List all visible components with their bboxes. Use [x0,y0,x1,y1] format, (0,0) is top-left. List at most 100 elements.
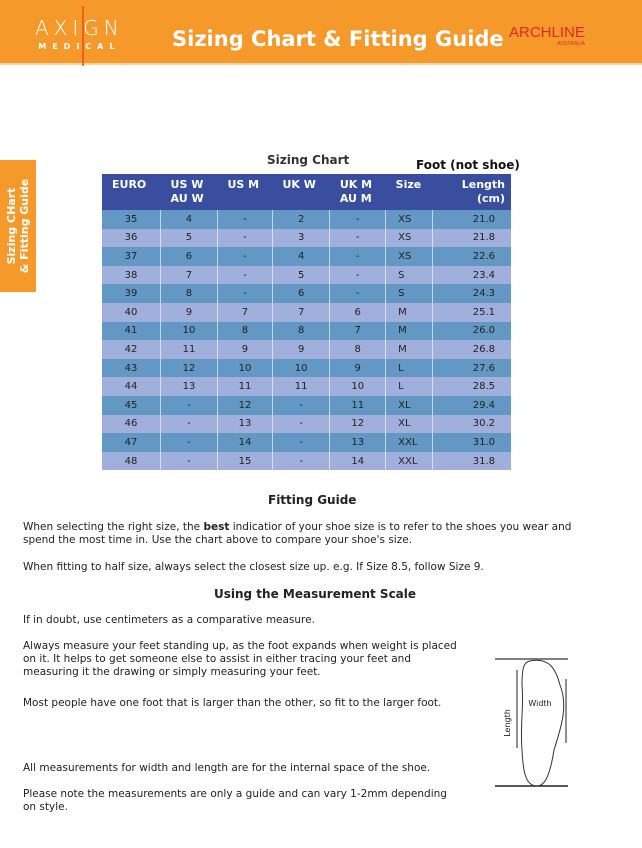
table-cell: 2 [271,210,330,229]
table-cell: 5 [160,228,218,248]
table-cell: 10 [216,358,273,378]
table-cell: 8 [160,284,218,303]
table-cell: - [160,414,218,434]
table-cell: 4 [160,210,218,229]
table-cell: 4 [271,247,330,266]
table-cell: 10 [271,358,330,378]
table-cell: 43 [102,358,161,378]
table-row: 36 5-3- XS 21.8 [102,228,511,248]
table-cell: M [385,302,433,322]
table-cell: 30.2 [432,414,511,434]
measure-p1: If in doubt, use centimeters as a compar… [23,614,315,626]
fitting-p1: When selecting the right size, the best … [23,521,572,546]
table-cell: 7 [271,302,330,322]
measure-p3: Most people have one foot that is larger… [23,697,442,709]
table-row: 44 13 11 11 10 L 28.5 [102,377,511,396]
table-cell: 13 [329,433,386,452]
table-cell: 8 [271,321,330,341]
table-cell: 8 [216,321,273,341]
table-cell: XL [385,395,433,415]
table-cell: 11 [216,377,273,396]
table-cell: 6 [160,247,218,266]
table-cell: - [329,265,386,285]
table-cell: - [216,228,273,248]
table-cell: 9 [271,340,330,359]
table-cell: 6 [271,284,330,303]
table-cell: - [160,451,218,471]
table-cell: 31.8 [432,451,511,471]
header-banner: AXIGN MEDICAL Sizing Chart & Fitting Gui… [0,0,642,66]
axign-logo: AXIGN MEDICAL [35,6,124,66]
table-cell: 7 [329,321,386,341]
table-cell: - [160,395,218,415]
table-cell: 35 [102,210,161,229]
table-cell: - [329,228,386,248]
table-cell: 11 [271,377,330,396]
table-cell: 25.1 [432,302,511,322]
table-row: 35 4-2- XS 21.0 [102,210,511,229]
table-cell: - [216,210,273,229]
table-cell: 36 [102,228,161,248]
table-cell: M [385,340,433,359]
table-row: 43 12 10 10 9 L 27.6 [102,358,511,378]
table-cell: 9 [329,358,386,378]
measure-p2: Always measure your feet standing up, as… [23,640,457,678]
table-row: 48-15-14 XXL 31.8 [102,451,511,471]
foot-diagram: Width Length [495,658,568,787]
table-cell: 27.6 [432,358,511,378]
table-cell: 10 [329,377,386,396]
table-cell: 41 [102,321,161,341]
table-cell: 45 [102,395,161,415]
table-cell: 28.5 [432,377,511,396]
table-row: 37 6-4- XS 22.6 [102,247,511,266]
measure-p5: Please note the measurements are only a … [23,788,447,813]
table-row: 45-12-11 XL 29.4 [102,395,511,415]
table-cell: XS [385,247,433,266]
table-cell: - [329,210,386,229]
column-header: UK M AU M [329,174,386,210]
table-cell: - [271,414,330,434]
table-cell: 7 [216,302,273,322]
table-cell: - [329,247,386,266]
column-header: Length (cm) [432,174,511,210]
table-cell: 37 [102,247,161,266]
width-label: Width [528,699,551,708]
table-cell: XL [385,414,433,434]
table-cell: 12 [216,395,273,415]
table-cell: 5 [271,265,330,285]
measure-p4: All measurements for width and length ar… [23,762,431,774]
table-cell: - [160,433,218,452]
table-cell: 6 [329,302,386,322]
fitting-title: Fitting Guide [268,493,357,507]
table-cell: 21.0 [432,210,511,229]
sizing-table: EURO US W AU W US M UK W UK M AU M Size Length… [102,174,511,471]
side-tab: Sizing CHart & Fitting Guide [0,160,36,292]
table-cell: - [271,433,330,452]
table-cell: 3 [271,228,330,248]
table-row: 39 8-6- S 24.3 [102,284,511,303]
column-header: US M [217,174,273,210]
table-cell: 7 [160,265,218,285]
table-cell: XS [385,210,433,229]
table-row: 46-13-12 XL 30.2 [102,414,511,434]
table-row: 47-14-13 XXL 31.0 [102,433,511,452]
table-cell: - [216,265,273,285]
table-cell: 9 [160,302,218,322]
length-label: Length [503,709,512,737]
table-cell: L [385,358,433,378]
column-header: Size [385,174,433,210]
fitting-p2: When fitting to half size, always select… [23,561,484,573]
table-cell: XXL [385,451,433,471]
table-cell: 12 [329,414,386,434]
archline-logo: ARCHLINE AUSTRALIA [509,24,585,47]
table-cell: - [271,451,330,471]
table-cell: 15 [216,451,273,471]
table-cell: 40 [102,302,161,322]
table-cell: 39 [102,284,161,303]
table-cell: S [385,284,433,303]
table-cell: 22.6 [432,247,511,266]
page-title: Sizing Chart & Fitting Guide [172,27,504,51]
table-cell: 10 [160,321,218,341]
table-cell: 13 [216,414,273,434]
table-cell: 26.0 [432,321,511,341]
